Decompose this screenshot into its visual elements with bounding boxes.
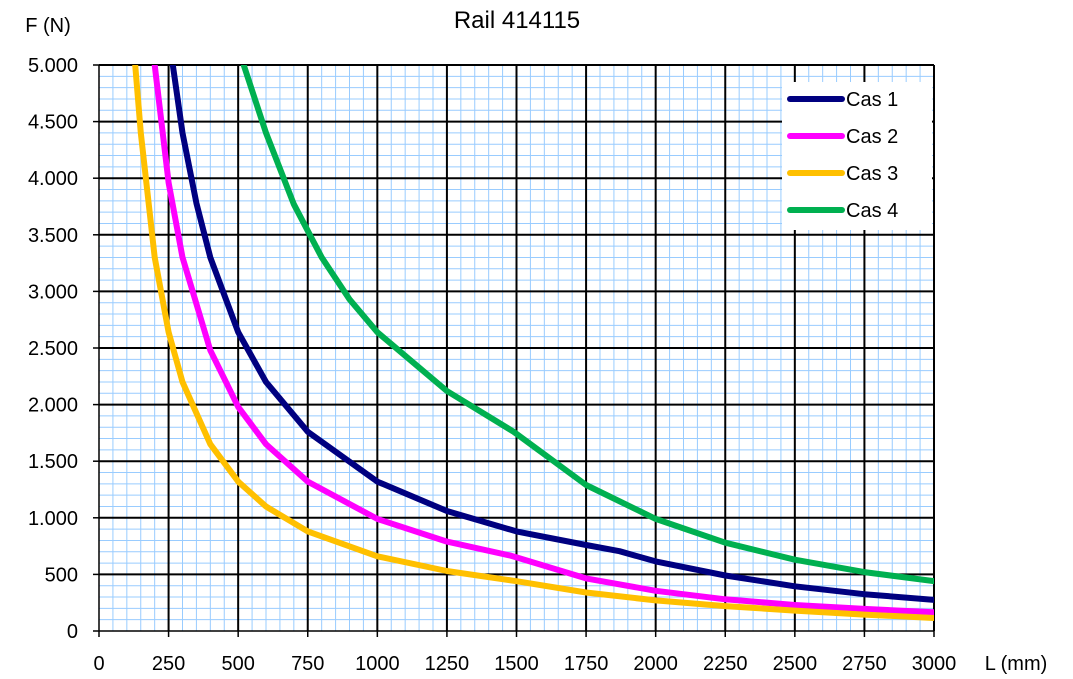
series-line-1 <box>169 65 934 603</box>
x-tick-label: 250 <box>152 653 185 675</box>
legend-label-3: Cas 3 <box>846 163 898 185</box>
x-tick-label: 750 <box>291 653 324 675</box>
x-tick-label: 1750 <box>564 653 609 675</box>
plot-area: 0 500 1.000 1.500 2.000 2.500 3.000 3.500 4.000 4… <box>28 55 956 675</box>
x-tick-label: 2750 <box>842 653 887 675</box>
y-tick-label: 3.000 <box>28 281 78 303</box>
x-tick-label: 2000 <box>633 653 678 675</box>
y-tick-label: 2.500 <box>28 338 78 360</box>
y-tick-label: 5.000 <box>28 55 78 77</box>
series-line-3 <box>132 65 934 621</box>
y-tick-label: 0 <box>67 621 78 643</box>
y-tick-label: 1.000 <box>28 508 78 530</box>
x-tick-label: 1250 <box>425 653 470 675</box>
legend-label-4: Cas 4 <box>846 200 898 222</box>
y-tick-label: 4.500 <box>28 112 78 134</box>
y-axis-title: F (N) <box>25 15 71 37</box>
y-tick-label: 500 <box>45 564 78 586</box>
y-tick-label: 2.000 <box>28 395 78 417</box>
x-tick-label: 1000 <box>355 653 400 675</box>
x-tick-label: 1500 <box>494 653 539 675</box>
legend-box <box>782 82 932 230</box>
y-tick-label: 1.500 <box>28 451 78 473</box>
y-tick-label: 4.000 <box>28 168 78 190</box>
x-tick-label: 2250 <box>703 653 748 675</box>
x-tick-label: 0 <box>93 653 104 675</box>
x-axis-title: L (mm) <box>985 653 1048 675</box>
series-line-4 <box>240 65 934 585</box>
legend-label-1: Cas 1 <box>846 89 898 111</box>
series-line-2 <box>151 65 934 616</box>
y-tick-label: 3.500 <box>28 225 78 247</box>
legend-label-2: Cas 2 <box>846 126 898 148</box>
legend: Cas 1 Cas 2 Cas 3 Cas 4 <box>782 82 932 230</box>
chart-title: Rail 414115 <box>454 7 580 34</box>
x-tick-label: 500 <box>221 653 254 675</box>
x-tick-label: 2500 <box>773 653 818 675</box>
x-tick-label: 3000 <box>912 653 957 675</box>
